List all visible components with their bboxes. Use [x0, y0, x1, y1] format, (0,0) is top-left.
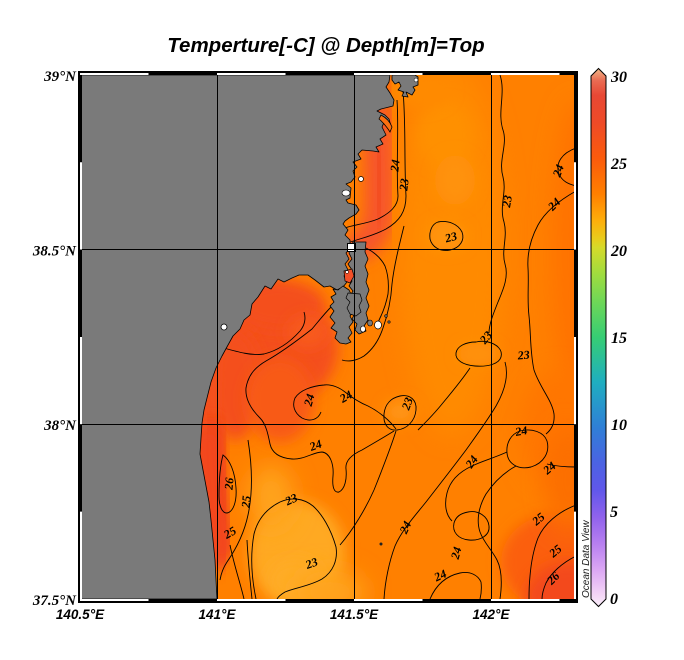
- svg-text:24: 24: [513, 423, 528, 439]
- svg-text:23: 23: [396, 178, 411, 193]
- svg-text:Ocean Data View: Ocean Data View: [581, 520, 592, 598]
- svg-text:23: 23: [499, 194, 515, 209]
- svg-text:38.5°N: 38.5°N: [32, 244, 77, 260]
- svg-text:24: 24: [336, 387, 354, 406]
- svg-text:24: 24: [307, 437, 324, 455]
- svg-text:20: 20: [610, 243, 627, 260]
- svg-text:140.5°E: 140.5°E: [56, 607, 105, 622]
- svg-text:26: 26: [221, 477, 236, 491]
- svg-text:24: 24: [431, 566, 449, 584]
- svg-text:25: 25: [220, 523, 238, 542]
- svg-text:23: 23: [303, 555, 320, 573]
- svg-text:38°N: 38°N: [43, 418, 77, 434]
- svg-text:Temperture[-C] @ Depth[m]=Top: Temperture[-C] @ Depth[m]=Top: [167, 34, 484, 57]
- svg-text:25: 25: [238, 495, 253, 509]
- svg-text:10: 10: [611, 417, 627, 434]
- svg-text:0: 0: [610, 591, 618, 608]
- svg-text:24: 24: [387, 159, 402, 174]
- svg-text:24: 24: [448, 545, 465, 561]
- svg-text:24: 24: [396, 519, 414, 537]
- svg-text:141.5°E: 141.5°E: [330, 607, 379, 622]
- svg-text:23: 23: [282, 490, 300, 508]
- svg-text:37.5°N: 37.5°N: [32, 593, 77, 609]
- svg-text:23: 23: [516, 348, 530, 363]
- svg-text:142°E: 142°E: [473, 607, 511, 622]
- svg-text:30: 30: [610, 69, 627, 86]
- svg-text:24: 24: [301, 392, 318, 408]
- svg-text:15: 15: [611, 330, 627, 347]
- svg-text:23: 23: [442, 229, 458, 246]
- svg-text:141°E: 141°E: [199, 607, 237, 622]
- svg-text:39°N: 39°N: [43, 69, 77, 85]
- svg-text:23: 23: [398, 396, 416, 413]
- svg-text:24: 24: [549, 163, 567, 180]
- svg-text:25: 25: [610, 156, 627, 173]
- svg-text:5: 5: [610, 504, 618, 521]
